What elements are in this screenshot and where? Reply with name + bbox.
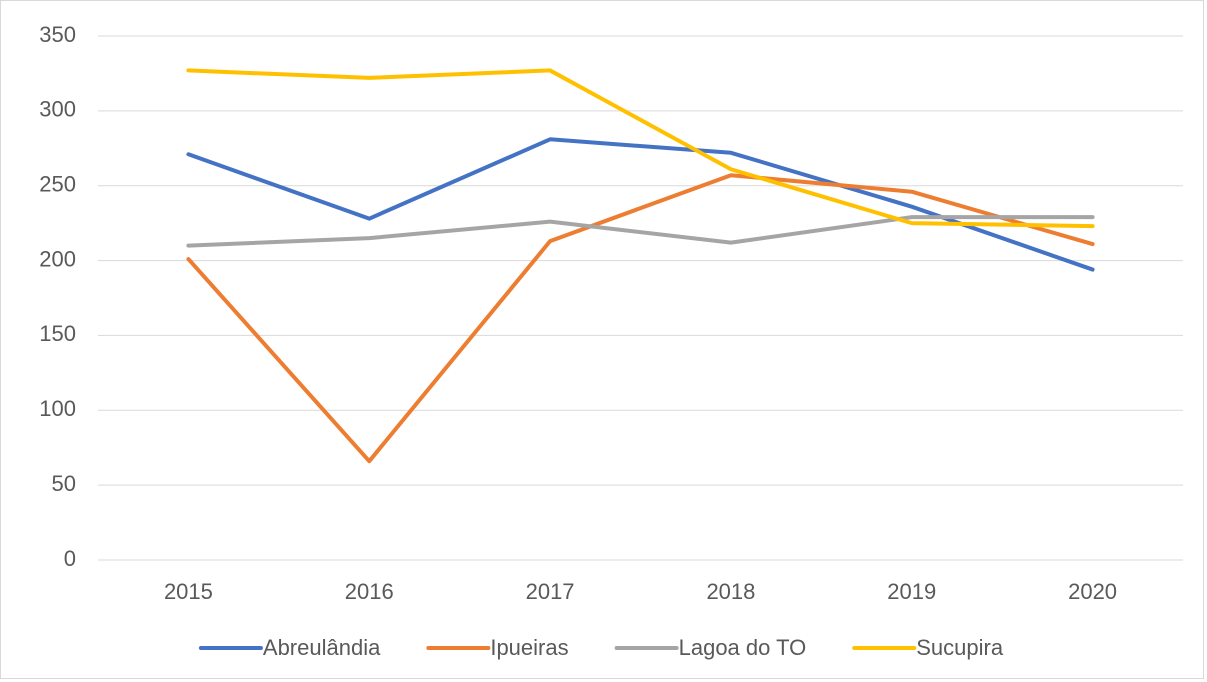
y-tick-label: 50 — [52, 471, 76, 496]
x-tick-label: 2017 — [526, 579, 575, 604]
x-tick-label: 2019 — [887, 579, 936, 604]
y-tick-label: 150 — [39, 321, 76, 346]
y-tick-label: 350 — [39, 22, 76, 47]
y-tick-label: 300 — [39, 97, 76, 122]
legend-label: Ipueiras — [490, 635, 568, 660]
line-series — [186, 173, 1095, 464]
legend-label: Lagoa do TO — [679, 635, 807, 660]
y-tick-label: 100 — [39, 396, 76, 421]
x-tick-label: 2020 — [1068, 579, 1117, 604]
x-tick-label: 2016 — [345, 579, 394, 604]
legend-label: Sucupira — [916, 635, 1004, 660]
y-tick-label: 200 — [39, 246, 76, 271]
x-tick-label: 2018 — [706, 579, 755, 604]
legend-label: Abreulândia — [263, 635, 381, 660]
line-series — [186, 215, 1095, 248]
y-tick-label: 250 — [39, 172, 76, 197]
y-tick-label: 0 — [64, 546, 76, 571]
x-tick-label: 2015 — [164, 579, 213, 604]
line-series — [186, 68, 1095, 229]
